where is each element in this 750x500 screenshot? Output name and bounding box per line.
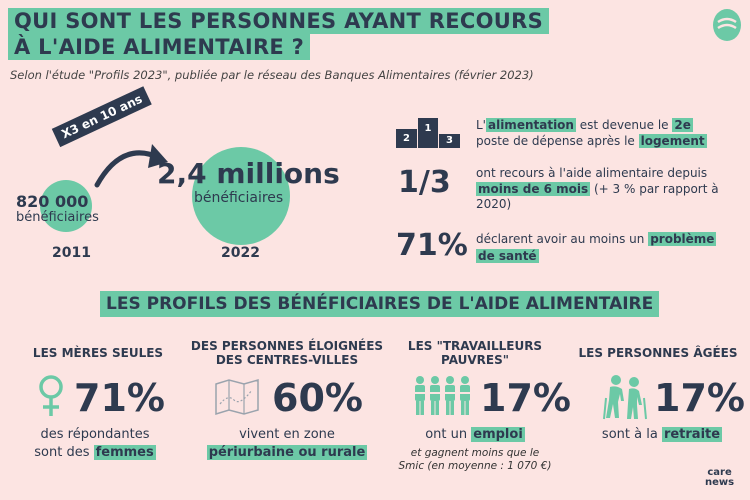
elderly-couple-icon [603, 375, 647, 420]
profile-workers-title2: PAUVRES" [441, 353, 509, 367]
profile-elderly-desc: sont à la retraite [582, 426, 742, 444]
fact-food: L' alimentation est devenue le 2e poste d… [476, 118, 726, 149]
title-line-1: QUI SONT LES PERSONNES AYANT RECOURS [8, 8, 550, 34]
carenews-brand: care news [705, 468, 734, 488]
profile-workers-desc: ont un emploi [400, 426, 550, 444]
podium-icon: 2 1 3 [396, 118, 460, 148]
profile-remote-hl: périurbaine ou rurale [206, 445, 368, 460]
profile-single-mothers-desc: des répondantes sont des femmes [10, 426, 180, 462]
growth-arrow-icon [94, 144, 168, 188]
fact-health-hl2: de santé [476, 249, 539, 263]
profile-elderly-title: LES PERSONNES ÂGÉES [578, 346, 738, 360]
profile-workers-desc-pre: ont un [425, 427, 472, 442]
year-2022: 2022 [221, 245, 260, 261]
fact-third-number: 1/3 [398, 165, 451, 200]
profile-remote-title: DES PERSONNES ÉLOIGNÉES DES CENTRES-VILL… [182, 339, 392, 367]
fact-food-pre: L' [476, 118, 486, 132]
profile-single-mothers-desc1: des répondantes [40, 427, 150, 442]
fact-third-hl: moins de 6 mois [476, 181, 591, 196]
fact-third-pre: ont recours à l'aide alimentaire depuis [476, 166, 708, 180]
profile-single-mothers-title: LES MÈRES SEULES [32, 346, 164, 360]
fact-third: ont recours à l'aide alimentaire depuis … [476, 166, 726, 213]
profile-workers-note1: et gagnent moins que le [410, 447, 540, 459]
fact-food-hl3: logement [638, 133, 707, 148]
unit-2022: bénéficiaires [194, 190, 284, 206]
fact-health-pre: déclarent avoir au moins un [476, 232, 649, 246]
carenews-logo-icon [713, 9, 741, 41]
brand-line2: news [705, 477, 735, 488]
profile-elderly-desc-pre: sont à la [601, 427, 662, 442]
fact-health-hl1: problème [648, 232, 717, 246]
fact-health: déclarent avoir au moins un problème de … [476, 231, 726, 265]
profiles-banner: LES PROFILS DES BÉNÉFICIAIRES DE L'AIDE … [100, 291, 660, 317]
map-icon [215, 379, 259, 416]
fact-food-mid: est devenue le [579, 118, 673, 132]
unit-2011: bénéficiaires [16, 210, 99, 225]
circle-2011 [40, 180, 92, 232]
count-2011: 820 000 [16, 192, 89, 211]
profile-workers-hl: emploi [471, 427, 525, 442]
profile-single-mothers-pct: 71% [74, 376, 165, 420]
female-symbol-icon [39, 375, 63, 416]
profile-workers-note: et gagnent moins que le Smic (en moyenne… [392, 447, 558, 473]
fact-food-hl1: alimentation [485, 118, 576, 132]
profile-elderly-pct: 17% [654, 376, 745, 420]
profile-single-mothers-hl: femmes [93, 445, 156, 460]
profile-remote-title1: DES PERSONNES ÉLOIGNÉES [190, 339, 384, 353]
profile-single-mothers-desc2: sont des [34, 445, 94, 460]
fact-food-hl2: 2e [672, 118, 693, 132]
profile-elderly-hl: retraite [661, 427, 723, 442]
fact-third-post: (+ 3 % par rapport à 2020) [476, 181, 719, 212]
year-2011: 2011 [52, 245, 91, 261]
workers-icon [415, 376, 470, 415]
profile-workers-title: LES "TRAVAILLEURS PAUVRES" [400, 339, 550, 367]
profile-remote-desc1: vivent en zone [239, 427, 335, 442]
title-line-2: À L'AIDE ALIMENTAIRE ? [8, 34, 311, 60]
profile-workers-pct: 17% [480, 376, 571, 420]
podium-second: 2 [396, 129, 417, 148]
circle-2022 [192, 147, 290, 245]
fact-food-post: poste de dépense après le [476, 133, 639, 148]
profile-remote-title2: DES CENTRES-VILLES [215, 353, 359, 367]
brand-line1: care [707, 467, 732, 478]
page-title: QUI SONT LES PERSONNES AYANT RECOURS À L… [8, 8, 550, 60]
podium-third: 3 [439, 134, 460, 148]
count-2022: 2,4 millions [157, 157, 340, 190]
fact-health-number: 71% [396, 228, 468, 263]
subtitle: Selon l'étude "Profils 2023", publiée pa… [10, 68, 534, 82]
podium-first: 1 [417, 118, 439, 148]
profile-remote-pct: 60% [272, 376, 363, 420]
profile-remote-desc: vivent en zone périurbaine ou rurale [192, 426, 382, 462]
profile-workers-note2: Smic (en moyenne : 1 070 €) [398, 460, 552, 472]
profile-workers-title1: LES "TRAVAILLEURS [407, 339, 543, 353]
